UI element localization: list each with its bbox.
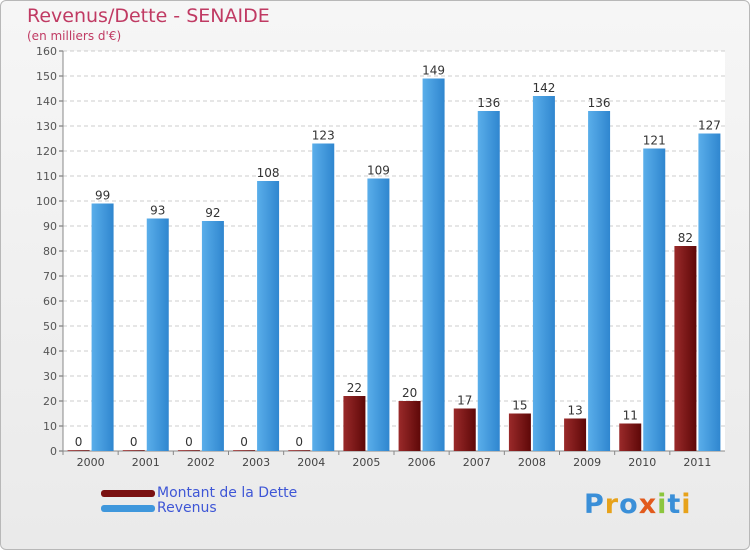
data-label-revenus: 92	[205, 206, 220, 220]
chart-subtitle: (en milliers d'€)	[27, 29, 122, 43]
x-tick-label: 2000	[77, 456, 105, 469]
bar-revenus	[588, 111, 611, 451]
data-label-dette: 20	[402, 386, 417, 400]
bar-revenus	[698, 133, 721, 451]
data-label-revenus: 93	[150, 204, 165, 218]
data-label-dette: 0	[185, 435, 193, 449]
logo-letter: r	[604, 489, 620, 520]
data-label-dette: 17	[457, 394, 472, 408]
bar-dette	[288, 450, 311, 451]
logo-letter: x	[638, 489, 658, 520]
y-tick-label: 30	[43, 370, 57, 383]
bar-dette	[564, 418, 587, 451]
data-label-dette: 13	[567, 404, 582, 418]
x-tick-label: 2003	[242, 456, 270, 469]
chart-title: Revenus/Dette - SENAIDE	[27, 5, 270, 27]
bar-dette	[67, 450, 90, 451]
x-tick-label: 2011	[683, 456, 711, 469]
y-tick-label: 90	[43, 220, 57, 233]
x-tick-label: 2010	[628, 456, 656, 469]
bar-dette	[177, 450, 200, 451]
data-label-revenus: 99	[95, 189, 110, 203]
data-label-revenus: 109	[367, 164, 390, 178]
data-label-revenus: 108	[257, 166, 280, 180]
bar-revenus	[91, 203, 114, 451]
proxiti-logo: Proxiti	[584, 489, 692, 520]
bar-revenus	[532, 96, 555, 451]
data-label-dette: 0	[75, 435, 83, 449]
logo-letter: P	[584, 489, 605, 520]
legend-label-dette: Montant de la Dette	[157, 485, 298, 501]
x-tick-label: 2007	[463, 456, 491, 469]
x-tick-label: 2009	[573, 456, 601, 469]
x-tick-label: 2006	[408, 456, 436, 469]
bar-revenus	[312, 143, 335, 451]
data-label-revenus: 121	[643, 134, 666, 148]
data-label-dette: 82	[678, 231, 693, 245]
bar-dette	[122, 450, 145, 451]
data-label-dette: 0	[130, 435, 138, 449]
y-tick-label: 110	[36, 170, 57, 183]
bar-revenus	[643, 148, 666, 451]
data-label-dette: 22	[347, 381, 362, 395]
bar-revenus	[367, 178, 390, 451]
bar-dette	[674, 246, 697, 451]
y-tick-label: 100	[36, 195, 57, 208]
logo-letter: t	[667, 489, 682, 520]
logo-letter: i	[657, 489, 668, 520]
y-tick-label: 120	[36, 145, 57, 158]
legend-swatch-revenus	[101, 505, 155, 512]
y-tick-label: 70	[43, 270, 57, 283]
x-tick-label: 2001	[132, 456, 160, 469]
bar-revenus	[477, 111, 500, 451]
bar-dette	[619, 423, 642, 451]
bar-revenus	[257, 181, 280, 451]
logo-letter: o	[619, 489, 639, 520]
y-tick-label: 160	[36, 45, 57, 58]
y-tick-label: 130	[36, 120, 57, 133]
data-label-revenus: 136	[477, 96, 500, 110]
x-tick-label: 2002	[187, 456, 215, 469]
x-tick-label: 2005	[352, 456, 380, 469]
data-label-revenus: 123	[312, 129, 335, 143]
logo-letter: i	[681, 489, 692, 520]
data-label-dette: 0	[295, 435, 303, 449]
bar-dette	[398, 401, 421, 451]
bar-revenus	[201, 221, 224, 451]
data-label-revenus: 142	[532, 81, 555, 95]
bar-dette	[453, 408, 476, 451]
bar-revenus	[422, 78, 445, 451]
data-label-dette: 0	[240, 435, 248, 449]
y-tick-label: 150	[36, 70, 57, 83]
bar-dette	[508, 413, 531, 451]
y-tick-label: 80	[43, 245, 57, 258]
x-tick-label: 2004	[297, 456, 325, 469]
x-tick-label: 2008	[518, 456, 546, 469]
data-label-revenus: 136	[588, 96, 611, 110]
data-label-revenus: 149	[422, 64, 445, 78]
y-tick-label: 10	[43, 420, 57, 433]
y-tick-label: 40	[43, 345, 57, 358]
data-label-dette: 11	[623, 409, 638, 423]
bar-revenus	[146, 218, 169, 451]
bar-dette	[233, 450, 256, 451]
data-label-revenus: 127	[698, 119, 721, 133]
y-tick-label: 140	[36, 95, 57, 108]
bar-dette	[343, 396, 366, 451]
data-label-dette: 15	[512, 399, 527, 413]
legend-label-revenus: Revenus	[157, 500, 217, 516]
y-tick-label: 20	[43, 395, 57, 408]
legend-swatch-dette	[101, 490, 155, 497]
y-tick-label: 0	[50, 445, 57, 458]
y-tick-label: 50	[43, 320, 57, 333]
y-tick-label: 60	[43, 295, 57, 308]
